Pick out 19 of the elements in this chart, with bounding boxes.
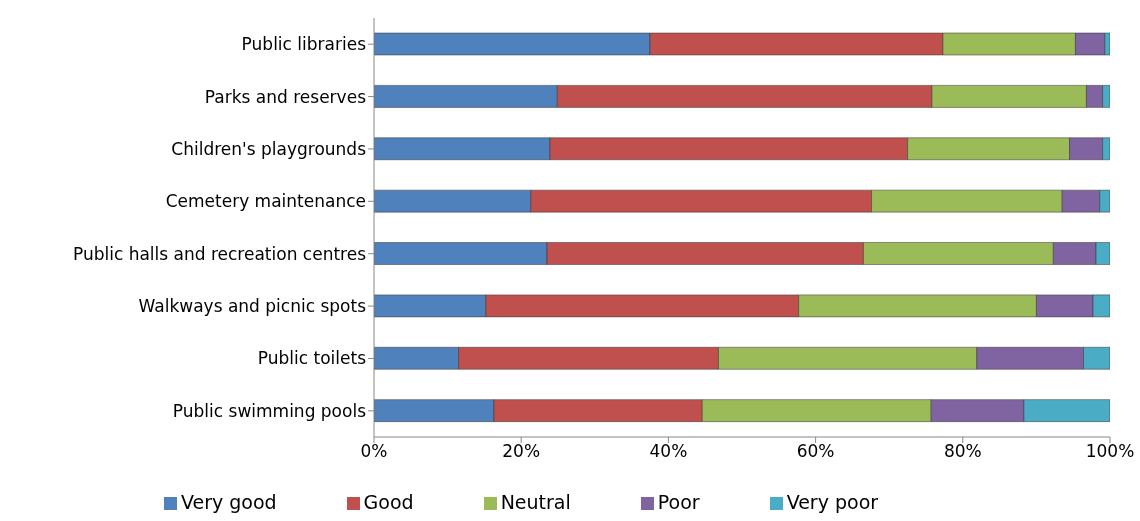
- x-tick-label: 60%: [796, 441, 835, 462]
- y-tick-label: Cemetery maintenance: [165, 191, 366, 212]
- y-tick-label: Public swimming pools: [172, 400, 367, 421]
- x-tick-label: 20%: [502, 441, 541, 462]
- x-tick-label: 80%: [943, 441, 982, 462]
- x-tick-label: 100%: [1085, 441, 1135, 462]
- y-tick-label: Parks and reserves: [204, 86, 367, 107]
- legend-label: Poor: [657, 491, 700, 513]
- y-tick-label: Walkways and picnic spots: [138, 296, 367, 317]
- legend-label: Good: [363, 491, 414, 513]
- y-tick-label: Public halls and recreation centres: [72, 243, 367, 264]
- legend-label: Neutral: [500, 491, 571, 513]
- x-tick-label: 40%: [649, 441, 688, 462]
- legend-label: Very good: [180, 491, 277, 513]
- y-tick-label: Public libraries: [241, 34, 367, 55]
- legend-label: Very poor: [786, 491, 879, 513]
- x-tick-label: 0%: [360, 441, 388, 462]
- y-tick-label: Public toilets: [257, 348, 367, 369]
- y-tick-label: Children's playgrounds: [171, 138, 367, 159]
